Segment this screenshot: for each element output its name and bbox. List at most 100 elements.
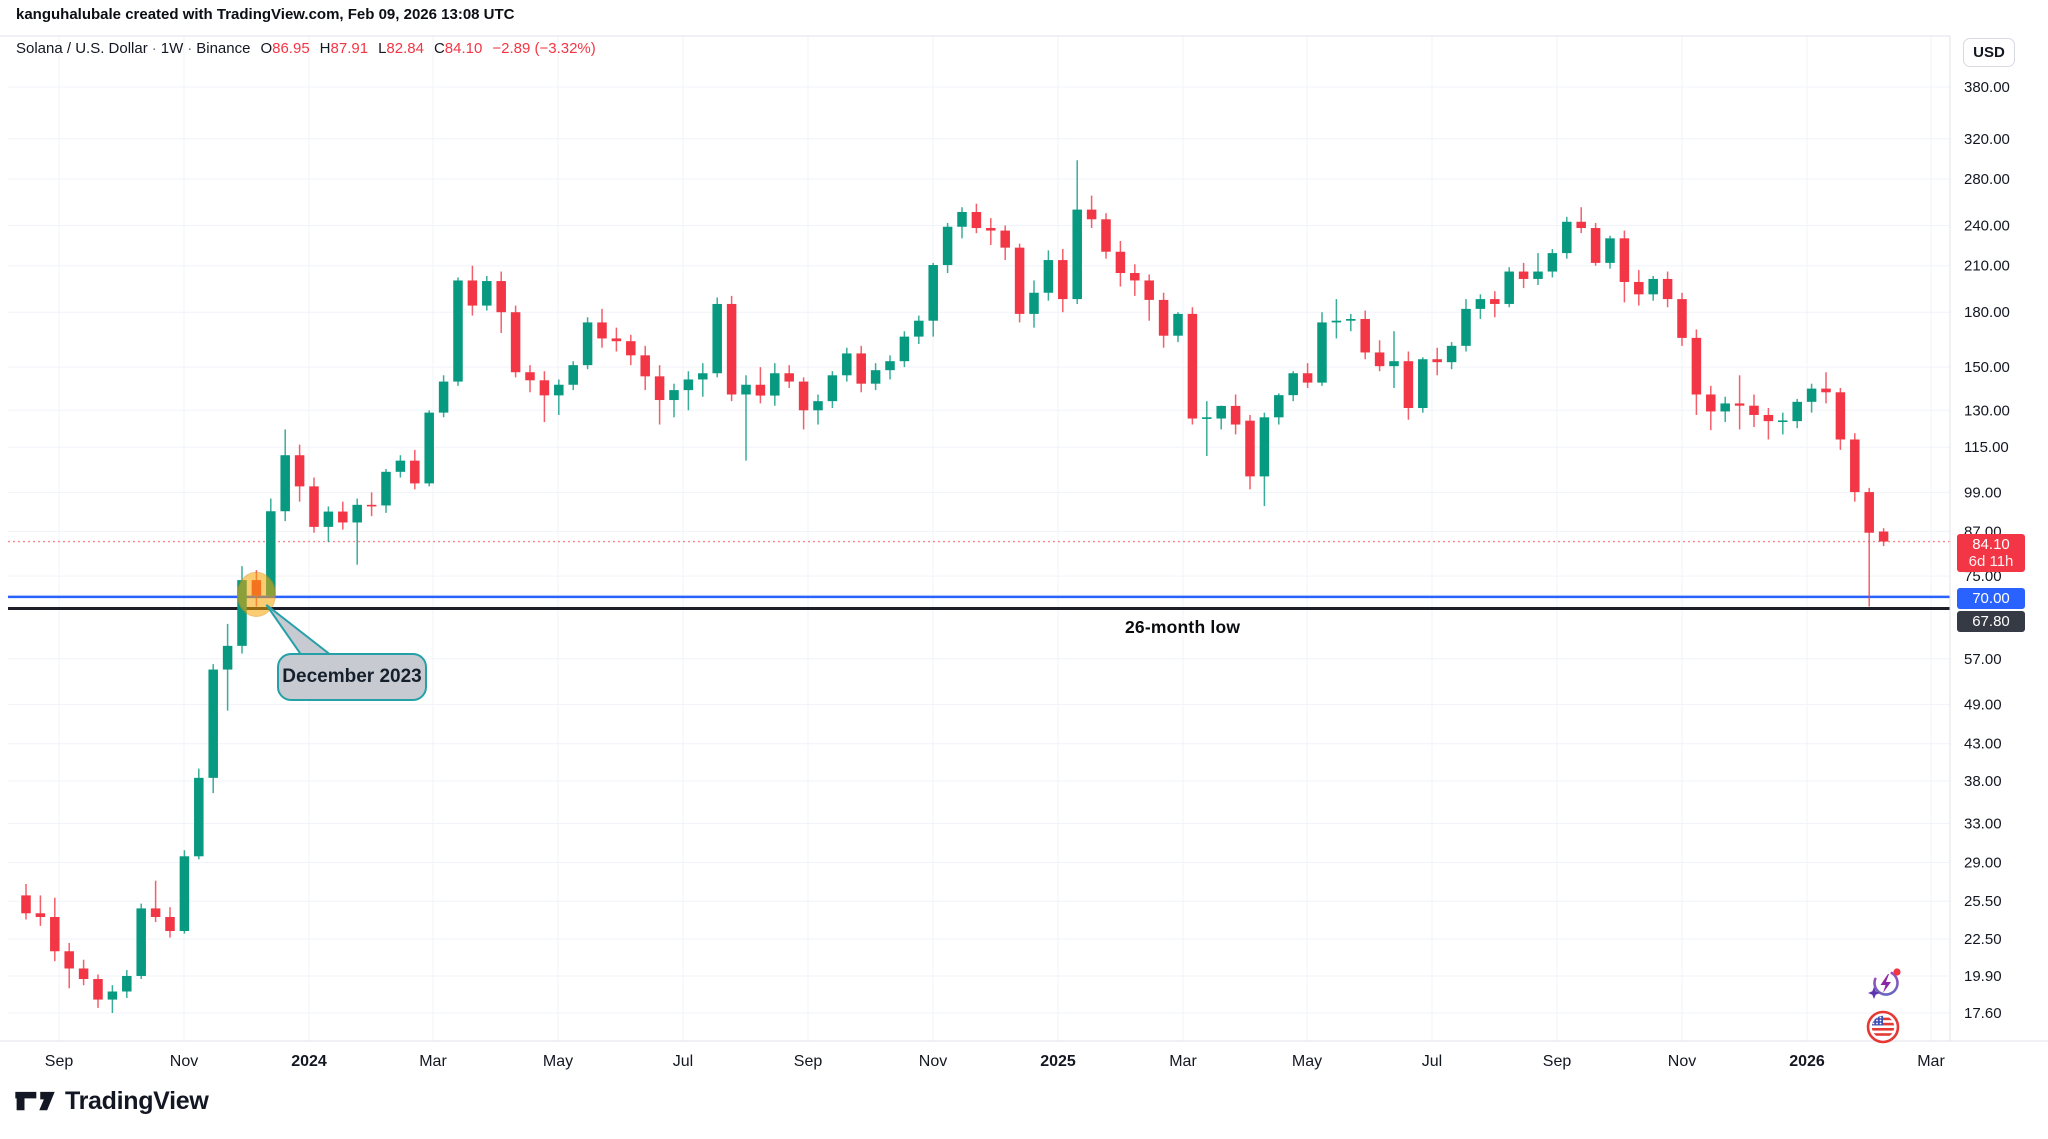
- candle[interactable]: [669, 390, 679, 401]
- candle[interactable]: [1533, 271, 1543, 279]
- candle[interactable]: [554, 384, 564, 396]
- candle[interactable]: [1648, 278, 1658, 295]
- candle[interactable]: [1187, 313, 1198, 419]
- candle[interactable]: [1634, 281, 1644, 295]
- candle[interactable]: [1504, 271, 1514, 304]
- candle[interactable]: [1778, 420, 1788, 423]
- candle[interactable]: [1576, 221, 1586, 229]
- candle[interactable]: [1432, 359, 1442, 363]
- candle[interactable]: [1590, 228, 1601, 263]
- time-axis[interactable]: Sep Nov 2024 Mar May Jul Sep Nov 2025 Mar May Jul Se…: [45, 1053, 1946, 1070]
- candle[interactable]: [626, 341, 636, 356]
- candle[interactable]: [1864, 492, 1874, 533]
- candle[interactable]: [1144, 280, 1154, 300]
- candle[interactable]: [222, 645, 233, 670]
- blue-level-badge[interactable]: 70.00: [1957, 588, 2025, 609]
- candle[interactable]: [1230, 405, 1241, 425]
- candle[interactable]: [93, 979, 103, 1000]
- candle[interactable]: [1288, 373, 1298, 396]
- symbol-name[interactable]: Solana / U.S. Dollar: [16, 40, 148, 57]
- candle[interactable]: [381, 471, 391, 506]
- candle[interactable]: [1158, 299, 1169, 336]
- tradingview-logo[interactable]: TradingView: [14, 1086, 209, 1116]
- candle[interactable]: [1072, 209, 1082, 300]
- candle[interactable]: [1202, 417, 1212, 419]
- candle[interactable]: [712, 303, 722, 374]
- december-2023-callout[interactable]: December 2023: [277, 653, 427, 701]
- candle[interactable]: [1518, 271, 1529, 279]
- symbol-legend[interactable]: Solana / U.S. Dollar · 1W · Binance O86.95 H87…: [16, 40, 596, 57]
- candle[interactable]: [683, 379, 694, 391]
- candle[interactable]: [1850, 439, 1860, 493]
- candle[interactable]: [1245, 420, 1255, 477]
- candle[interactable]: [582, 322, 593, 366]
- candle[interactable]: [194, 777, 204, 857]
- candle[interactable]: [611, 338, 622, 342]
- us-flag-icon[interactable]: [1866, 1010, 1900, 1044]
- candle[interactable]: [1058, 260, 1068, 300]
- candle[interactable]: [107, 991, 118, 1000]
- candle[interactable]: [539, 380, 550, 396]
- candle[interactable]: [1619, 238, 1630, 282]
- candle[interactable]: [1115, 251, 1126, 274]
- candle[interactable]: [856, 353, 866, 384]
- candle[interactable]: [1101, 219, 1111, 252]
- candle[interactable]: [467, 280, 478, 306]
- candle[interactable]: [1835, 392, 1846, 440]
- candle[interactable]: [1461, 308, 1471, 346]
- candle[interactable]: [798, 381, 809, 411]
- candle[interactable]: [1821, 388, 1831, 393]
- candle[interactable]: [770, 373, 780, 396]
- candle[interactable]: [1259, 417, 1270, 477]
- candle[interactable]: [1490, 299, 1500, 304]
- candle[interactable]: [78, 968, 89, 980]
- candle[interactable]: [1317, 322, 1327, 383]
- candle[interactable]: [208, 669, 218, 778]
- candle[interactable]: [1130, 273, 1140, 281]
- candle[interactable]: [136, 908, 146, 976]
- candle[interactable]: [150, 908, 161, 918]
- candle[interactable]: [1389, 361, 1399, 367]
- candle[interactable]: [1014, 247, 1025, 314]
- candle[interactable]: [1216, 405, 1226, 419]
- candle[interactable]: [1562, 221, 1572, 254]
- candle[interactable]: [1475, 299, 1486, 309]
- candle[interactable]: [438, 381, 449, 413]
- candle[interactable]: [986, 228, 996, 231]
- candle[interactable]: [294, 455, 305, 487]
- candle[interactable]: [1086, 209, 1097, 220]
- candle[interactable]: [1029, 292, 1039, 314]
- candle[interactable]: [1173, 313, 1183, 336]
- candle[interactable]: [784, 373, 794, 382]
- candle[interactable]: [899, 336, 910, 362]
- candle[interactable]: [726, 303, 737, 395]
- candle[interactable]: [755, 384, 766, 396]
- candle[interactable]: [1043, 260, 1054, 293]
- candle[interactable]: [1418, 359, 1428, 408]
- candle[interactable]: [453, 280, 463, 382]
- candle[interactable]: [1720, 403, 1730, 412]
- candle[interactable]: [179, 856, 190, 932]
- candle[interactable]: [165, 917, 175, 932]
- candle[interactable]: [266, 511, 276, 596]
- candle[interactable]: [813, 401, 823, 411]
- candle[interactable]: [942, 226, 953, 266]
- dark-level-badge[interactable]: 67.80: [1957, 611, 2025, 632]
- candle[interactable]: [35, 913, 46, 918]
- candle[interactable]: [1734, 403, 1745, 406]
- candle[interactable]: [122, 975, 132, 992]
- candle[interactable]: [827, 375, 838, 402]
- candle[interactable]: [1346, 318, 1356, 321]
- candle[interactable]: [280, 455, 290, 512]
- candle[interactable]: [482, 281, 492, 306]
- candle[interactable]: [1302, 373, 1313, 383]
- price-axis[interactable]: 380.00 320.00 280.00 240.00 210.00 180.00 150.…: [1964, 79, 2010, 1022]
- candle[interactable]: [1000, 230, 1010, 248]
- candle[interactable]: [698, 373, 708, 380]
- candle[interactable]: [323, 511, 334, 527]
- candle[interactable]: [1547, 253, 1558, 272]
- candle[interactable]: [568, 365, 578, 385]
- candle[interactable]: [1792, 401, 1802, 422]
- candle[interactable]: [1662, 278, 1673, 300]
